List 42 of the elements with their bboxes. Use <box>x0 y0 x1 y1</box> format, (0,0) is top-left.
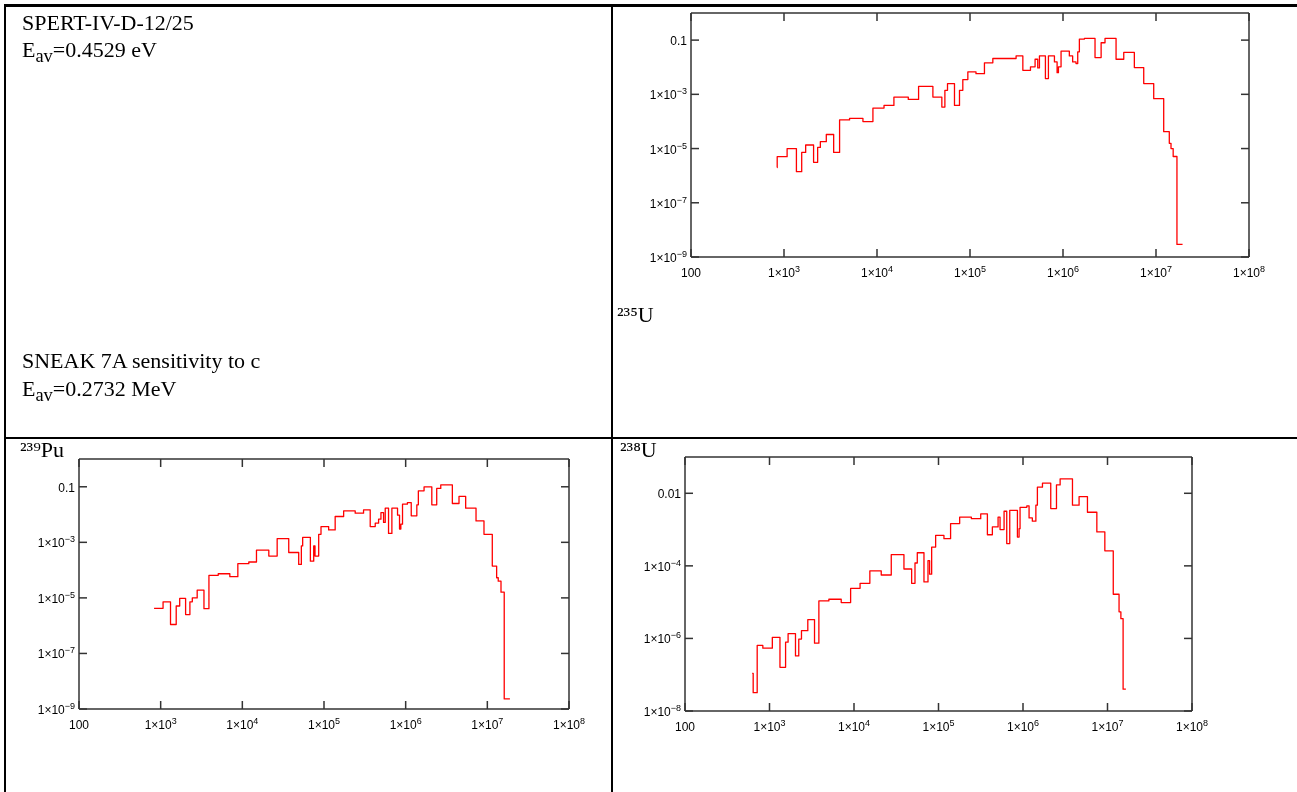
x-tick-label: 1×10$^{5}$ <box>922 718 955 734</box>
y-tick-label: 1×10$^{−9}$ <box>37 701 75 717</box>
y-tick-label: 1×10$^{−7}$ <box>37 645 75 662</box>
y-tick-label: 1×10$^{−5}$ <box>37 589 75 606</box>
x-tick-label: 1×10$^{7}$ <box>1139 264 1173 280</box>
text: E$_{av}$=0.4529 eV <box>22 37 157 68</box>
text: E$_{av}$=0.2732 MeV <box>22 376 177 407</box>
text: SNEAK 7A sensitivity to c <box>22 348 261 374</box>
y-tick-label: 1×10$^{−4}$ <box>643 557 681 574</box>
y-tick-label: 1×10$^{−5}$ <box>649 140 687 157</box>
x-tick-label: 1×10$^{3}$ <box>144 716 177 732</box>
x-tick-label: 1×10$^{8}$ <box>1232 264 1266 280</box>
x-tick-label: 1×10$^{8}$ <box>552 716 586 732</box>
x-tick-label: 100 <box>68 718 90 732</box>
y-tick-label: 0.01 <box>657 487 682 502</box>
x-tick-label: 1×10$^{6}$ <box>1046 264 1080 280</box>
x-tick-label: 1×10$^{8}$ <box>1175 718 1209 734</box>
y-tick-label: 0.1 <box>58 480 76 495</box>
text: ²³⁵U <box>617 302 654 328</box>
y-tick-label: 1×10$^{−7}$ <box>649 194 687 211</box>
y-tick-label: 0.1 <box>670 34 688 49</box>
x-tick-label: 1×10$^{6}$ <box>389 716 422 732</box>
x-tick-label: 1×10$^{4}$ <box>226 716 259 732</box>
x-tick-label: 1×10$^{4}$ <box>837 718 871 734</box>
x-tick-label: 1×10$^{4}$ <box>860 264 894 280</box>
y-tick-label: 1×10$^{−8}$ <box>643 703 681 719</box>
x-tick-label: 1×10$^{5}$ <box>953 264 987 280</box>
x-tick-label: 1×10$^{3}$ <box>767 264 801 280</box>
x-tick-label: 1×10$^{7}$ <box>471 716 504 732</box>
y-tick-label: 1×10$^{−3}$ <box>37 534 75 551</box>
x-tick-label: 100 <box>674 720 696 734</box>
y-tick-label: 1×10$^{−6}$ <box>643 630 681 647</box>
text: SPERT-IV-D-12/25 <box>22 10 194 36</box>
chart-title: ²³⁸U <box>620 437 657 463</box>
x-tick-label: 100 <box>680 266 702 280</box>
x-tick-label: 1×10$^{5}$ <box>307 716 341 732</box>
y-tick-label: 1×10$^{−3}$ <box>649 86 687 103</box>
x-tick-label: 1×10$^{7}$ <box>1091 718 1124 734</box>
x-tick-label: 1×10$^{6}$ <box>1006 718 1040 734</box>
y-tick-label: 1×10$^{−9}$ <box>649 249 687 265</box>
x-tick-label: 1×10$^{3}$ <box>753 718 786 734</box>
chart-title: ²³⁹Pu <box>20 437 65 463</box>
